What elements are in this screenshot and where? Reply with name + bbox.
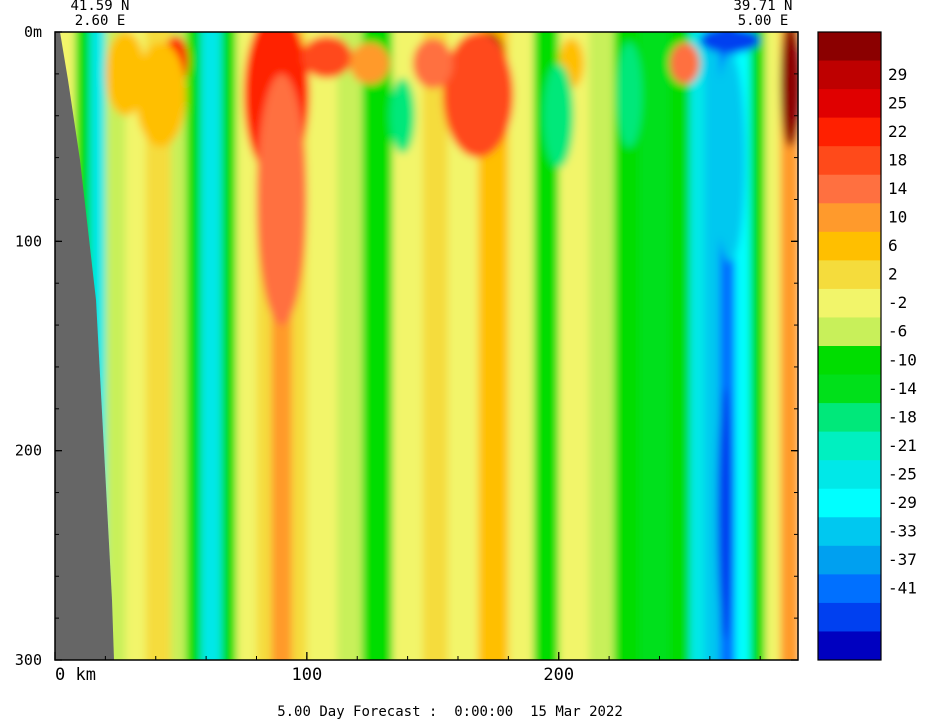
x-tick-label-1: 100	[292, 665, 323, 685]
colorbar-label-10: -6	[888, 322, 907, 341]
y-tick-label-0: 0m	[24, 23, 42, 41]
x-axis: 0 km 100 200	[54, 652, 761, 685]
colorbar-swatch-18	[818, 545, 881, 575]
colorbar-swatch-5	[818, 174, 881, 204]
colorbar-swatch-11	[818, 346, 881, 376]
colorbar-swatch-10	[818, 317, 881, 347]
corner-left-lon: 2.60 E	[75, 13, 126, 29]
plot-frame	[54, 31, 799, 661]
colorbar-swatch-3	[818, 117, 881, 147]
corner-right-lon: 5.00 E	[738, 13, 789, 29]
colorbar-swatch-4	[818, 146, 881, 176]
colorbar-swatch-15	[818, 460, 881, 490]
colorbar-swatch-16	[818, 488, 881, 518]
y-axis: 0m 100 200 300	[15, 23, 798, 669]
field-feature-4	[442, 32, 514, 158]
colorbar-label-5: 14	[888, 179, 907, 198]
colorbar-swatch-7	[818, 231, 881, 261]
colorbar-label-19: -41	[888, 579, 917, 598]
colorbar-label-17: -33	[888, 522, 917, 541]
colorbar-swatch-14	[818, 431, 881, 461]
field-column-18	[422, 32, 449, 660]
field-column-32	[750, 32, 767, 660]
field-feature-8	[301, 36, 353, 79]
field-feature-17	[543, 63, 574, 169]
field-column-9	[221, 32, 238, 660]
colorbar-swatch-1	[818, 60, 881, 90]
colorbar: 29 25 22 18 14 10 6 2 -2 -6 -10 -14 -18 -21 -25 -29 -33 -…	[817, 31, 917, 661]
field-feature-10	[412, 38, 453, 89]
field-feature-7	[105, 32, 146, 116]
colorbar-swatch-17	[818, 517, 881, 547]
colorbar-label-7: 6	[888, 236, 898, 255]
colorbar-swatch-12	[818, 374, 881, 404]
field-column-21	[508, 32, 535, 660]
field-column-10	[236, 32, 258, 660]
field-column-15	[337, 32, 364, 660]
field-column-8	[201, 32, 223, 660]
x-tick-label-0: 0 km	[55, 665, 96, 685]
field-column-24	[588, 32, 616, 660]
colorbar-swatch-19	[818, 574, 881, 604]
colorbar-swatch-20	[818, 602, 881, 632]
footer-text: 5.00 Day Forecast : 0:00:00 15 Mar 2022	[277, 704, 623, 720]
field-column-14	[306, 32, 339, 660]
colorbar-label-11: -10	[888, 350, 917, 369]
colorbar-frame	[817, 31, 882, 661]
field-column-6	[170, 32, 187, 660]
colorbar-swatch-2	[818, 89, 881, 119]
colorbar-swatch-13	[818, 403, 881, 433]
field-feature-16	[780, 32, 798, 148]
colorbar-swatch-0	[818, 32, 881, 62]
field-feature-18	[616, 42, 642, 148]
colorbar-label-8: 2	[888, 265, 898, 284]
field-column-27	[669, 32, 691, 660]
field-feature-13	[699, 32, 761, 53]
x-tick-label-2: 200	[543, 665, 574, 685]
colorbar-label-13: -18	[888, 407, 917, 426]
field-feature-19	[389, 78, 416, 154]
field-column-26	[639, 32, 671, 660]
field-feature-2	[256, 73, 307, 326]
field-feature-14	[714, 52, 746, 263]
field-column-34	[780, 32, 798, 660]
field-feature-15	[717, 387, 733, 640]
corner-right-lat: 39.71 N	[733, 0, 792, 14]
colorbar-label-1: 29	[888, 65, 907, 84]
colorbar-label-16: -29	[888, 493, 917, 512]
colorbar-label-12: -14	[888, 379, 917, 398]
colorbar-swatch-6	[818, 203, 881, 233]
colorbar-swatch-8	[818, 260, 881, 290]
plot-area	[55, 32, 798, 660]
colorbar-swatch-21	[818, 631, 881, 661]
y-tick-label-2: 200	[15, 442, 42, 460]
field-feature-6	[135, 42, 186, 148]
colorbar-label-15: -25	[888, 464, 917, 483]
section-field	[55, 32, 798, 660]
field-column-16	[362, 32, 394, 660]
corner-left-lat: 41.59 N	[70, 0, 129, 14]
y-tick-label-3: 300	[15, 651, 42, 669]
field-column-7	[185, 32, 203, 660]
colorbar-swatch-9	[818, 288, 881, 318]
colorbar-label-14: -21	[888, 436, 917, 455]
field-column-33	[765, 32, 782, 660]
y-tick-label-1: 100	[15, 232, 42, 250]
colorbar-label-18: -37	[888, 550, 917, 569]
field-column-3	[105, 32, 127, 660]
field-feature-9	[349, 42, 390, 85]
colorbar-label-6: 10	[888, 208, 907, 227]
seabed-mask	[55, 32, 114, 660]
field-feature-11	[669, 42, 700, 85]
colorbar-label-2: 25	[888, 93, 907, 112]
field-column-28	[689, 32, 706, 660]
colorbar-label-4: 18	[888, 150, 907, 169]
colorbar-label-3: 22	[888, 122, 907, 141]
field-column-4	[125, 32, 147, 660]
colorbar-label-9: -2	[888, 293, 907, 312]
